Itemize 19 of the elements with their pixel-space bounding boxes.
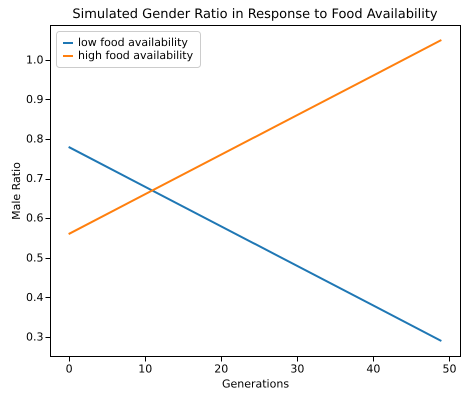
chart-title: Simulated Gender Ratio in Response to Food Availability	[72, 7, 438, 22]
x-tick-label: 10	[138, 362, 152, 376]
y-tick-label: 0.3	[26, 330, 44, 344]
x-axis-title: Generations	[222, 378, 290, 390]
y-axis-title: Male Ratio	[10, 162, 24, 220]
x-tick-label: 20	[214, 362, 228, 376]
y-tick-label: 0.4	[26, 290, 44, 304]
legend-label: high food availability	[78, 49, 194, 62]
y-tick-label: 0.6	[26, 212, 44, 225]
y-tick-label: 1.0	[26, 53, 44, 66]
x-tick-label: 50	[442, 362, 456, 376]
x-tick-label: 30	[290, 362, 304, 376]
y-tick-label: 0.9	[26, 92, 44, 106]
x-tick-label: 0	[66, 362, 73, 376]
y-tick-label: 0.7	[26, 172, 44, 186]
legend-label: low food availability	[78, 36, 188, 49]
x-tick-label: 40	[366, 362, 380, 376]
y-tick-label: 0.8	[26, 132, 44, 146]
y-tick-label: 0.5	[26, 251, 44, 264]
